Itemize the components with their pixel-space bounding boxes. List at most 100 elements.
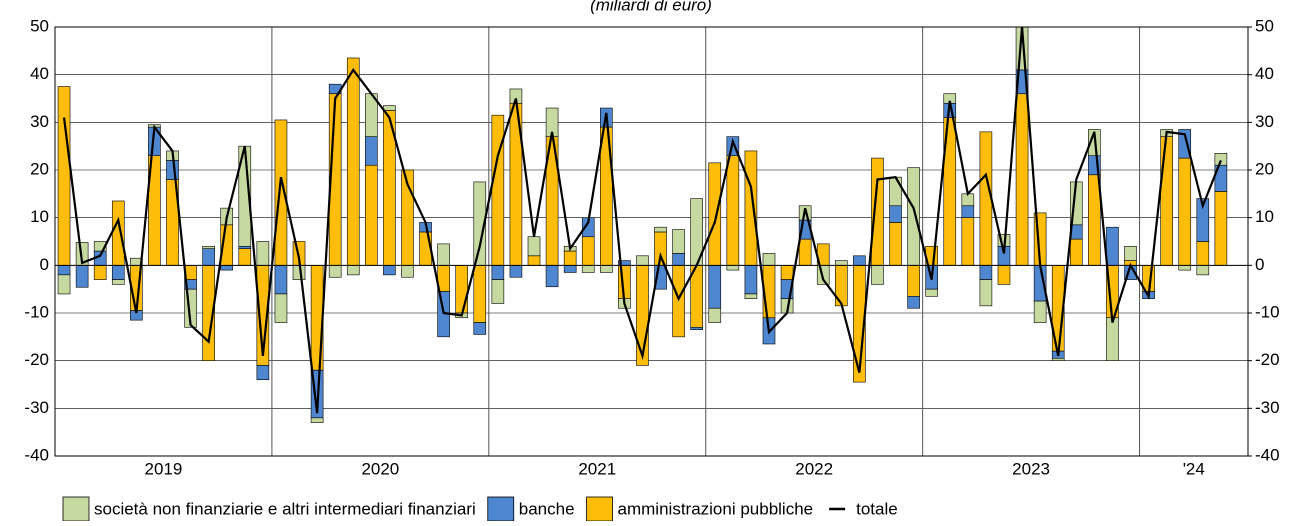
bar-segment bbox=[346, 265, 360, 276]
bar-segment bbox=[1196, 241, 1210, 266]
bar-segment bbox=[672, 229, 685, 254]
chart-subtitle: (miliardi di euro) bbox=[590, 0, 712, 14]
legend-label: totale bbox=[856, 499, 898, 518]
y-tick-label: 40 bbox=[30, 64, 49, 83]
legend-swatch bbox=[586, 496, 613, 522]
y2-tick-label: -40 bbox=[1255, 445, 1280, 464]
bar-segment bbox=[889, 205, 902, 223]
bar-segment bbox=[1088, 174, 1101, 266]
bar-segment bbox=[166, 160, 179, 180]
y2-tick-label: 0 bbox=[1255, 255, 1264, 274]
bar-segment bbox=[979, 131, 993, 266]
bar-segment bbox=[57, 274, 71, 295]
y-tick-label: 0 bbox=[40, 255, 49, 274]
bar-segment bbox=[672, 265, 685, 338]
bar-segment bbox=[346, 57, 360, 266]
y-tick-label: -20 bbox=[24, 350, 49, 369]
bar-segment bbox=[744, 265, 758, 295]
bar-segment bbox=[491, 265, 505, 280]
bar-segment bbox=[455, 265, 469, 314]
bar-segment bbox=[383, 105, 396, 111]
bar-segment bbox=[1178, 157, 1192, 266]
y2-tick-label: 40 bbox=[1255, 64, 1274, 83]
bar-segment bbox=[979, 265, 993, 280]
bar-segment bbox=[871, 265, 884, 285]
y-tick-label: -30 bbox=[24, 398, 49, 417]
y2-tick-label: 50 bbox=[1255, 16, 1274, 35]
bar-segment bbox=[328, 265, 342, 278]
bar-segment bbox=[834, 265, 848, 307]
plot-frame bbox=[54, 26, 1249, 457]
y2-tick-label: 10 bbox=[1255, 207, 1274, 226]
bar-segment bbox=[473, 322, 487, 335]
bar-segment bbox=[202, 245, 215, 249]
bar-segment bbox=[527, 255, 541, 266]
x-tick-label: 2022 bbox=[795, 459, 833, 478]
x-tick-label: 2023 bbox=[1012, 459, 1050, 478]
y-tick-label: 50 bbox=[30, 16, 49, 35]
bar-segment bbox=[907, 296, 920, 309]
bar-segment bbox=[672, 253, 685, 266]
bar-segment bbox=[1033, 300, 1047, 323]
x-tick-label: 2021 bbox=[578, 459, 616, 478]
y2-tick-label: -20 bbox=[1255, 350, 1280, 369]
bar-segment bbox=[690, 326, 703, 330]
bar-segment bbox=[1160, 136, 1173, 266]
bar-segment bbox=[925, 288, 938, 297]
bar-segment bbox=[961, 193, 975, 207]
bar-segment bbox=[57, 86, 71, 266]
bar-segment bbox=[1106, 226, 1119, 266]
bar-segment bbox=[1106, 317, 1119, 361]
bar-segment bbox=[75, 265, 89, 288]
bar-segment bbox=[57, 265, 71, 276]
y-tick-label: 10 bbox=[30, 207, 49, 226]
bar-segment bbox=[256, 241, 270, 266]
bar-segment bbox=[545, 265, 559, 288]
bar-segment bbox=[310, 417, 324, 423]
bar-segment bbox=[202, 248, 215, 266]
bar-segment bbox=[437, 243, 450, 266]
bar-segment bbox=[708, 162, 722, 266]
legend-swatch bbox=[62, 496, 90, 522]
bar-segment bbox=[473, 265, 487, 323]
bar-segment bbox=[491, 114, 505, 266]
bar-segment bbox=[220, 265, 234, 271]
bar-segment bbox=[274, 293, 288, 323]
y2-tick-label: 30 bbox=[1255, 112, 1274, 131]
bar-segment bbox=[726, 155, 740, 266]
bar-segment bbox=[961, 217, 975, 266]
bar-segment bbox=[871, 157, 884, 266]
bar-segment bbox=[780, 265, 794, 280]
bar-segment bbox=[93, 265, 107, 280]
bar-segment bbox=[1015, 93, 1029, 266]
bar-segment bbox=[961, 205, 975, 218]
bar-segment bbox=[581, 265, 595, 273]
bar-segment bbox=[111, 265, 125, 280]
bar-segment bbox=[979, 279, 993, 307]
y2-tick-label: 20 bbox=[1255, 159, 1274, 178]
y-tick-label: 20 bbox=[30, 159, 49, 178]
total-line bbox=[62, 26, 1222, 414]
y-tick-label: -40 bbox=[24, 445, 49, 464]
bar-segment bbox=[563, 250, 577, 266]
bar-segment bbox=[708, 265, 722, 309]
bar-segment bbox=[581, 236, 595, 266]
bar-segment bbox=[1214, 191, 1228, 266]
bar-segment bbox=[907, 167, 920, 266]
bar-segment bbox=[365, 136, 378, 166]
bar-segment bbox=[238, 248, 252, 266]
bar-segment bbox=[274, 265, 288, 295]
bar-segment bbox=[744, 293, 758, 299]
bar-segment bbox=[744, 150, 758, 266]
bar-segment bbox=[708, 307, 722, 323]
bar-segment bbox=[491, 279, 505, 304]
bar-segment bbox=[365, 164, 378, 266]
bar-segment bbox=[907, 265, 920, 297]
bar-segment bbox=[383, 265, 396, 276]
x-tick-label: 2020 bbox=[361, 459, 399, 478]
bar-segment bbox=[1196, 265, 1210, 276]
bar-segment bbox=[726, 265, 740, 271]
y2-tick-label: -10 bbox=[1255, 302, 1280, 321]
